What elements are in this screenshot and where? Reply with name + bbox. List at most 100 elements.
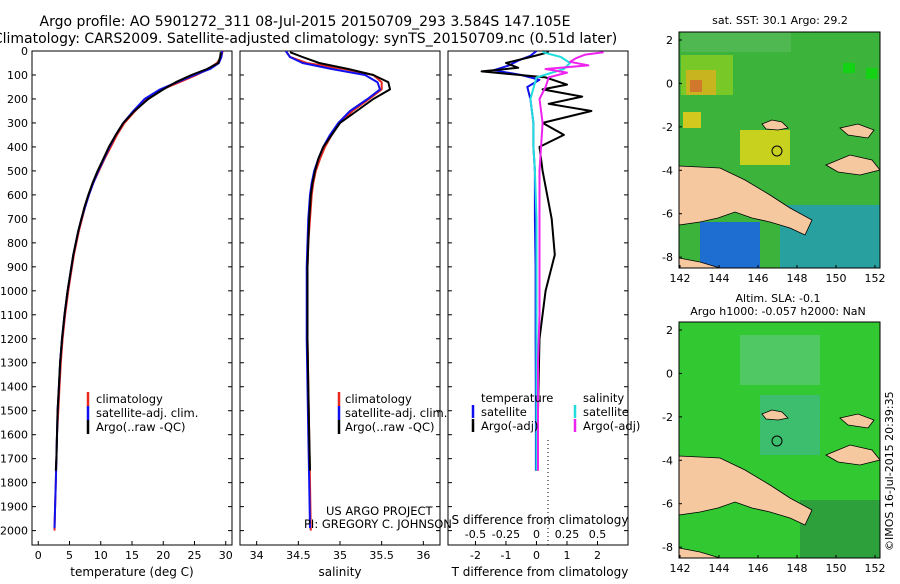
salinity-x-tick-label: 34.5 <box>286 549 311 562</box>
sla-map-axes: 142 144 146 148 150 152 2 0 -2 -4 -6 -8 <box>662 324 885 575</box>
depth-tick-label: 1100 <box>0 309 28 322</box>
sst-map <box>678 31 881 269</box>
legend-temp-satellite-label: satellite <box>481 405 527 419</box>
map-lon-tick-label: 150 <box>826 272 847 285</box>
series-line-temperature-argo-adj <box>480 51 593 471</box>
t-difference-x-axis: -2 -1 0 1 2 <box>470 541 601 562</box>
sst-land-new-ireland <box>839 123 875 139</box>
sst-land-manus <box>761 119 789 131</box>
s-difference-x-tick-label: -0.25 <box>492 528 520 541</box>
legend-argo-label: Argo(..raw -QC) <box>96 420 186 434</box>
map-lon-tick-label: 142 <box>670 272 691 285</box>
sst-map-frame <box>678 31 881 269</box>
sst-land-new-guinea <box>678 165 813 236</box>
t-difference-x-tick-label: 1 <box>563 549 570 562</box>
series-line-satellite-adj-clim <box>284 51 381 529</box>
temperature-x-tick-label: 5 <box>66 549 73 562</box>
series-line-salinity-satellite <box>529 51 571 471</box>
depth-tick-label: 300 <box>7 117 28 130</box>
map-lon-tick-label: 146 <box>748 562 769 575</box>
map-lon-tick-label: 148 <box>787 562 808 575</box>
legend-satellite-label: satellite-adj. clim. <box>345 406 447 420</box>
depth-tick-label: 2000 <box>0 525 28 538</box>
depth-tick-label: 1500 <box>0 405 28 418</box>
depth-tick-label: 1900 <box>0 501 28 514</box>
figure-title-line2: Climatology: CARS2009. Satellite-adjuste… <box>0 31 617 47</box>
map-lat-tick-label: 0 <box>666 77 673 90</box>
map-lon-tick-label: 144 <box>709 562 730 575</box>
sla-map <box>678 321 881 559</box>
sst-warm-patch-3 <box>683 112 701 128</box>
depth-tick-label: 1200 <box>0 333 28 346</box>
depth-tick-label: 1000 <box>0 285 28 298</box>
sla-map-title1: Altim. SLA: -0.1 <box>735 292 820 305</box>
salinity-legend: climatology satellite-adj. clim. Argo(..… <box>337 392 447 434</box>
depth-tick-label: 1700 <box>0 453 28 466</box>
depth-tick-label: 400 <box>7 141 28 154</box>
sla-land-manus <box>761 409 789 421</box>
temperature-x-axis: 0 5 10 15 20 25 30 <box>35 541 233 562</box>
sst-band <box>681 32 791 52</box>
t-difference-x-tick-label: 2 <box>594 549 601 562</box>
map-lon-tick-label: 148 <box>787 272 808 285</box>
sla-patch-2 <box>760 395 820 455</box>
legend-climatology-label: climatology <box>96 392 163 406</box>
legend-temp-argo-label: Argo(-adj) <box>481 419 538 433</box>
depth-tick-label: 700 <box>7 213 28 226</box>
depth-tick-label: 200 <box>7 93 28 106</box>
depth-tick-label: 1300 <box>0 357 28 370</box>
map-lat-tick-label: 2 <box>666 324 673 337</box>
depth-tick-label: 100 <box>7 69 28 82</box>
sst-bright-cell <box>866 68 877 79</box>
s-difference-x-tick-label: 0.25 <box>555 528 580 541</box>
legend-temperature-title: temperature <box>481 391 553 405</box>
temperature-x-tick-label: 25 <box>188 549 202 562</box>
difference-legend: temperature satellite Argo(-adj) salinit… <box>471 391 640 433</box>
s-difference-x-tick-label: 0.5 <box>589 528 607 541</box>
map-lon-tick-label: 152 <box>865 562 886 575</box>
salinity-xlabel: salinity <box>318 565 361 579</box>
map-lat-tick-label: -2 <box>662 121 673 134</box>
map-lat-tick-label: -8 <box>662 251 673 264</box>
salinity-x-tick-label: 34 <box>250 549 264 562</box>
map-lat-tick-label: -6 <box>662 208 673 221</box>
temperature-series <box>53 51 224 531</box>
salinity-x-tick-label: 36 <box>416 549 430 562</box>
depth-axis: 0 100 200 300 400 500 600 700 800 900 1000 1100 1200… <box>0 45 628 538</box>
t-difference-x-tick-label: 0 <box>533 549 540 562</box>
map-lat-tick-label: -2 <box>662 411 673 424</box>
legend-sal-satellite-label: satellite <box>583 405 629 419</box>
map-lat-tick-label: -6 <box>662 498 673 511</box>
map-lat-tick-label: -4 <box>662 164 673 177</box>
map-lon-tick-label: 146 <box>748 272 769 285</box>
s-difference-x-tick-label: -0.5 <box>465 528 486 541</box>
temperature-x-tick-label: 10 <box>94 549 108 562</box>
temperature-x-tick-label: 15 <box>125 549 139 562</box>
sst-cold-region <box>700 222 760 268</box>
legend-sal-argo-label: Argo(-adj) <box>583 419 640 433</box>
s-difference-x-tick-label: 0 <box>533 528 540 541</box>
map-lon-tick-label: 142 <box>670 562 691 575</box>
sst-hot-spot <box>690 80 702 92</box>
legend-satellite-label: satellite-adj. clim. <box>96 406 198 420</box>
depth-tick-label: 1800 <box>0 477 28 490</box>
figure-title-line1: Argo profile: AO 5901272_311 08-Jul-2015… <box>40 14 571 30</box>
sst-argo-location-marker <box>771 145 783 157</box>
salinity-x-tick-label: 35.5 <box>369 549 394 562</box>
map-lon-tick-label: 150 <box>826 562 847 575</box>
legend-climatology-label: climatology <box>345 392 412 406</box>
sst-warm-patch-2 <box>740 130 790 165</box>
sla-land-new-ireland <box>839 413 875 429</box>
difference-series <box>480 51 604 471</box>
salinity-series <box>284 51 391 531</box>
sla-land-new-guinea <box>678 455 813 526</box>
depth-tick-label: 500 <box>7 165 28 178</box>
salinity-panel-frame <box>239 50 441 546</box>
difference-panel-frame <box>447 50 629 546</box>
temperature-xlabel: temperature (deg C) <box>70 565 193 579</box>
s-difference-x-axis: -0.5 -0.25 0 0.25 0.5 <box>465 528 607 541</box>
map-lat-tick-label: -8 <box>662 541 673 554</box>
temperature-legend: climatology satellite-adj. clim. Argo(..… <box>86 392 198 434</box>
imos-timestamp: ©IMOS 16-Jul-2015 20:39:35 <box>883 391 896 551</box>
